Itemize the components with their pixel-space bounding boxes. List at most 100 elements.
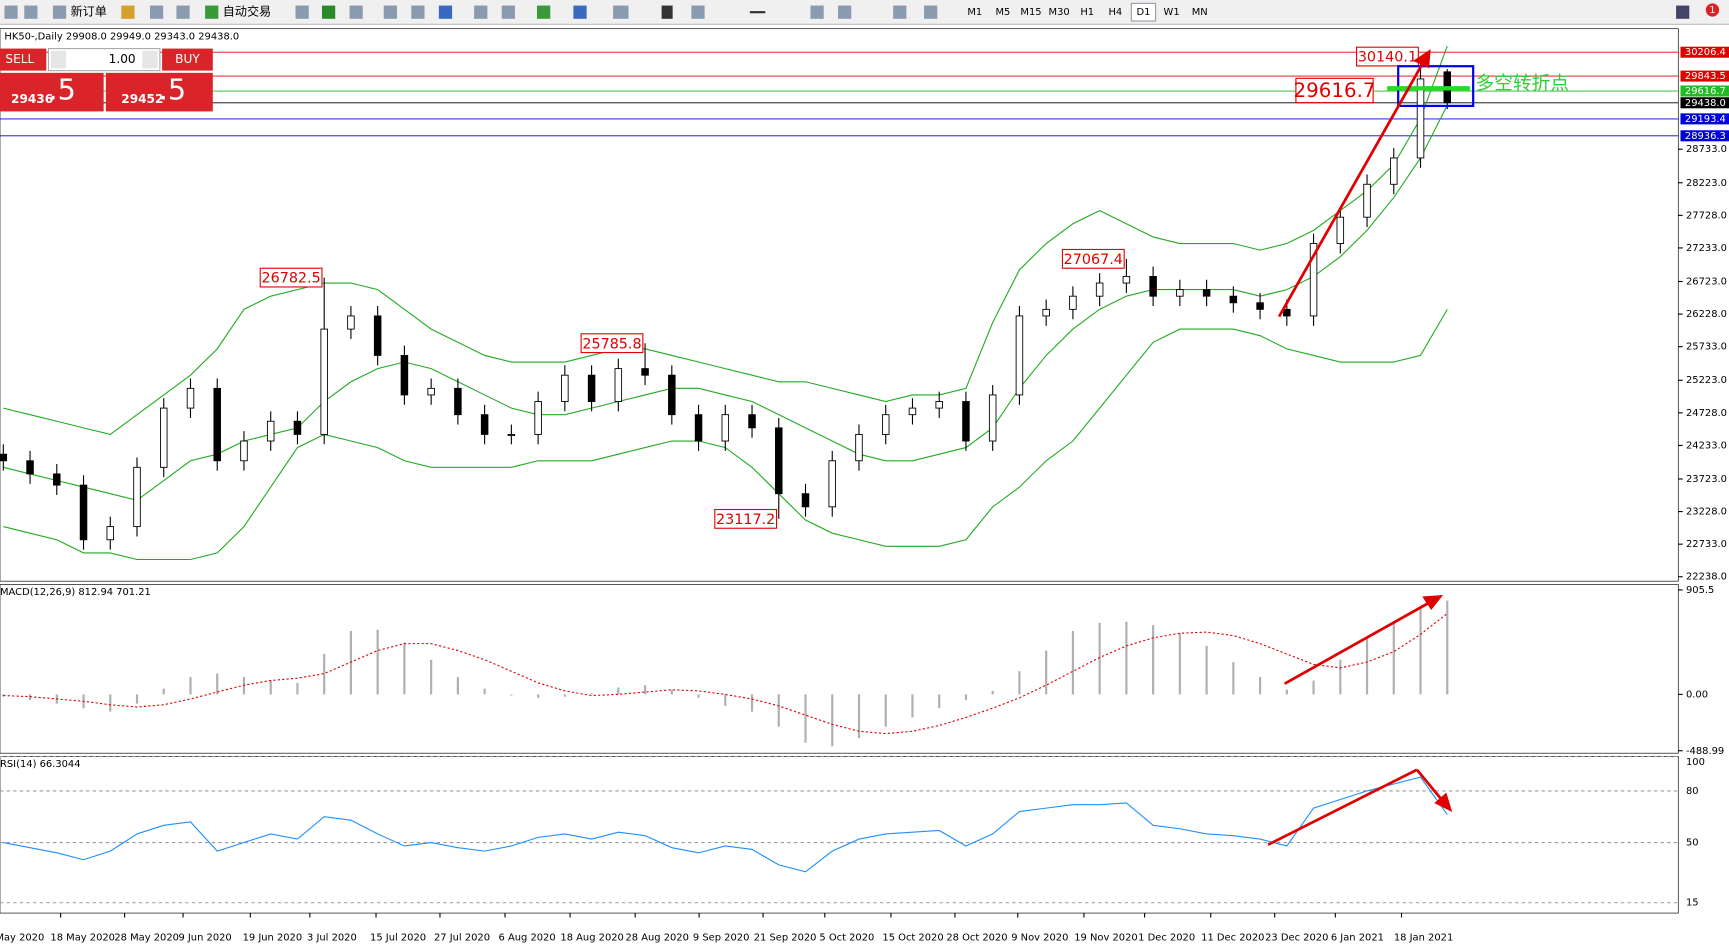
x-tick-label: 23 Dec 2020 <box>1265 932 1328 943</box>
candle-body <box>26 460 34 475</box>
arrow-head <box>1413 49 1431 69</box>
price-annotation: 27067.4 <box>1064 252 1123 268</box>
price-annotation-box <box>1061 248 1125 269</box>
timeframe-button[interactable]: D1 <box>1137 7 1151 18</box>
candle-body <box>106 526 115 541</box>
candle-body <box>828 460 836 508</box>
candle-body <box>1122 275 1131 284</box>
candle-body <box>801 493 810 508</box>
price-annotation: 30140.1 <box>1358 50 1417 66</box>
icon[interactable] <box>924 5 938 19</box>
timeframe-button[interactable]: M5 <box>995 7 1010 18</box>
icon[interactable] <box>537 5 551 19</box>
icon[interactable] <box>52 5 67 19</box>
y-tick-label: 24728.0 <box>1686 408 1727 419</box>
lots-down[interactable] <box>50 50 67 69</box>
timeframe-button[interactable]: H4 <box>1108 7 1122 18</box>
y-tick-label: 26723.0 <box>1686 277 1727 288</box>
timeframe-button[interactable]: H1 <box>1080 7 1094 18</box>
x-tick-label: 28 Oct 2020 <box>946 932 1007 943</box>
icon[interactable] <box>501 5 515 19</box>
icon[interactable] <box>474 5 488 19</box>
timeframe-button[interactable]: M15 <box>1020 7 1041 18</box>
y-tick-label: 28733.0 <box>1686 144 1727 155</box>
candle-body <box>320 328 328 435</box>
icon[interactable] <box>24 5 38 19</box>
icon[interactable] <box>383 5 397 19</box>
active-timeframe <box>1130 2 1157 22</box>
icon[interactable] <box>838 5 852 19</box>
candle-body <box>454 387 462 416</box>
candle-body <box>721 414 730 442</box>
x-tick-label: 3 Jul 2020 <box>307 932 357 943</box>
icon[interactable] <box>205 5 219 19</box>
icon[interactable] <box>691 5 705 19</box>
lots-up[interactable] <box>142 50 158 69</box>
icon[interactable] <box>438 5 453 19</box>
icon[interactable] <box>893 5 907 19</box>
x-tick-label: 9 Sep 2020 <box>693 932 749 943</box>
buy-label[interactable]: BUY <box>175 52 200 66</box>
toolbar-icons <box>4 5 1690 19</box>
sell-price: 29436 <box>11 92 53 106</box>
icon[interactable] <box>661 5 673 19</box>
new-order-button[interactable]: 新订单 <box>71 4 107 19</box>
lots-value[interactable]: 1.00 <box>109 52 136 66</box>
icon[interactable] <box>1676 5 1690 19</box>
macd-tick-label: -488.99 <box>1686 746 1724 757</box>
icon[interactable] <box>176 5 190 19</box>
icon[interactable] <box>749 11 766 14</box>
x-tick-label: 18 Jan 2021 <box>1394 932 1453 943</box>
chart-header: HK50-,Daily 29908.0 29949.0 29343.0 2943… <box>4 31 239 42</box>
macd-signal <box>3 613 1448 735</box>
icon[interactable] <box>349 5 363 19</box>
candle-body <box>1095 282 1104 297</box>
timeframe-button[interactable]: M30 <box>1049 7 1070 18</box>
candle-body <box>427 387 435 396</box>
timeframe-button[interactable]: MN <box>1192 7 1208 18</box>
icon[interactable] <box>149 5 164 19</box>
candle-body <box>614 368 623 402</box>
auto-trading-button[interactable]: 自动交易 <box>223 4 271 19</box>
candle-body <box>1283 308 1291 317</box>
buy-price-fraction: .5 <box>159 73 186 107</box>
candle-body <box>1256 302 1264 310</box>
sell-label[interactable]: SELL <box>5 52 34 66</box>
icon[interactable] <box>4 5 18 19</box>
y-tick-label: 23723.0 <box>1686 474 1727 485</box>
notification-badge[interactable] <box>1705 3 1720 17</box>
icon[interactable] <box>121 5 135 19</box>
candle-body <box>1309 243 1318 317</box>
timeframe-button[interactable]: W1 <box>1164 7 1180 18</box>
buy-button[interactable] <box>162 48 213 71</box>
sell-button[interactable] <box>0 48 47 71</box>
icon[interactable] <box>810 5 824 19</box>
notification-count: 1 <box>1709 5 1715 16</box>
lots-input[interactable] <box>47 48 161 72</box>
candle-body <box>133 466 141 528</box>
candle-body <box>881 414 890 435</box>
icon[interactable] <box>295 5 309 19</box>
level-label-box <box>1680 85 1729 97</box>
pivot-annotation: 多空转折点 <box>1475 73 1569 94</box>
candle-body <box>587 374 596 402</box>
level-label-box <box>1680 97 1729 109</box>
timeframe-button[interactable]: M1 <box>967 7 982 18</box>
macd-tick-label: 0.00 <box>1686 689 1708 700</box>
buy-price-box[interactable] <box>105 72 213 112</box>
level-label: 29843.5 <box>1685 71 1726 82</box>
candle-body <box>962 401 970 442</box>
candle-body <box>213 387 221 462</box>
icon[interactable] <box>573 5 587 19</box>
icon[interactable] <box>321 5 336 19</box>
candle-body <box>1336 216 1345 244</box>
sell-price-box[interactable] <box>0 72 104 112</box>
icon[interactable] <box>613 5 629 19</box>
candle-body <box>694 414 703 442</box>
candle-body <box>159 407 168 468</box>
icon[interactable] <box>411 5 425 19</box>
x-tick-label: 1 Dec 2020 <box>1138 932 1195 943</box>
bollinger-upper <box>3 45 1448 436</box>
